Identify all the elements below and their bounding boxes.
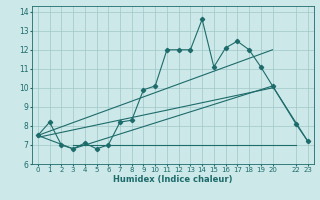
X-axis label: Humidex (Indice chaleur): Humidex (Indice chaleur): [113, 175, 233, 184]
